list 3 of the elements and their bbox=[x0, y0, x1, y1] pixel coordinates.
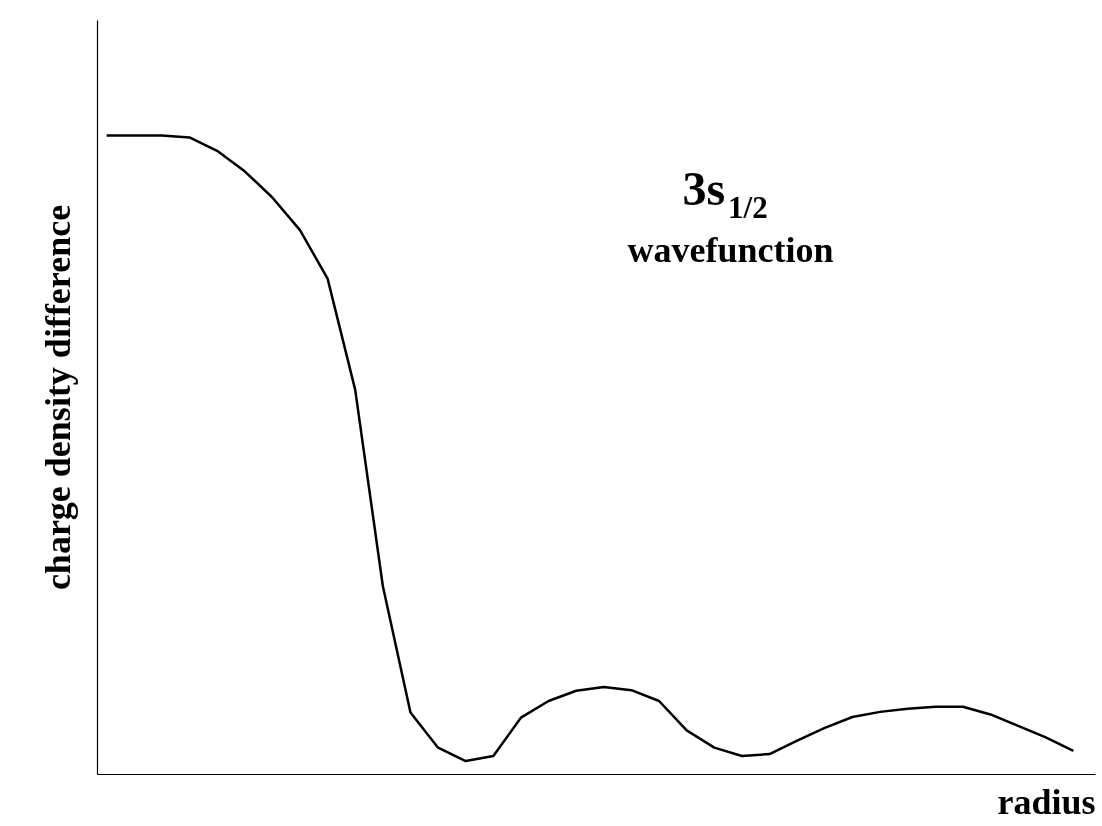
annotation: wavefunction bbox=[627, 229, 834, 270]
x-axis-title: radius bbox=[997, 781, 1096, 822]
y-axis-title: charge density difference bbox=[37, 204, 78, 591]
